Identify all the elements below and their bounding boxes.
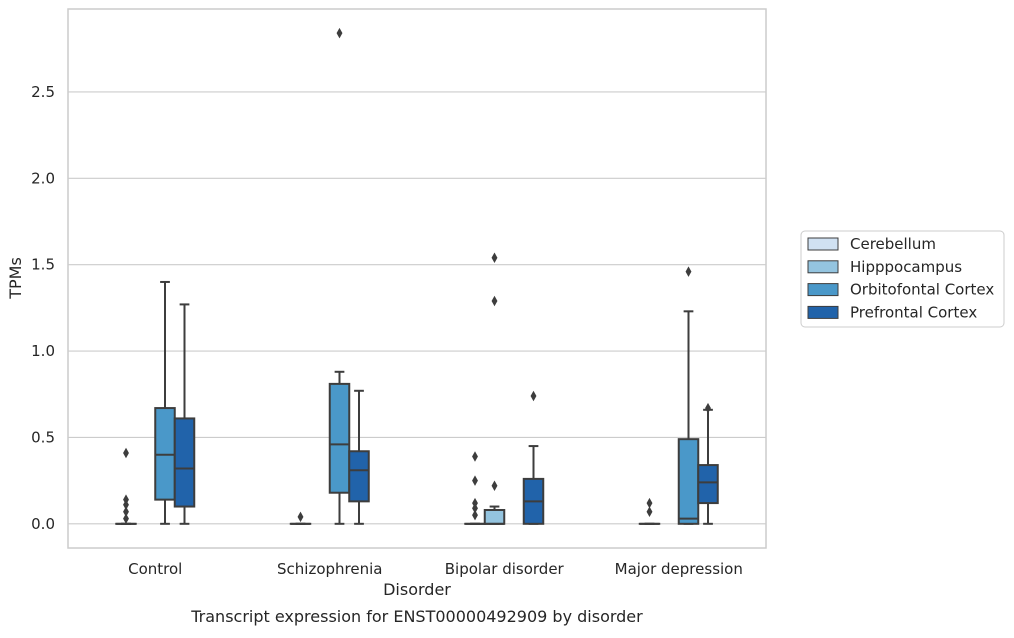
outlier-point (492, 253, 498, 264)
box-rect (349, 451, 369, 501)
box (698, 403, 718, 524)
series-orbitofontal-cortex (155, 28, 698, 524)
legend-label: Prefrontal Cortex (850, 303, 977, 321)
box-series (116, 28, 718, 524)
legend-label: Hipppocampus (850, 258, 962, 276)
series-prefrontal-cortex (175, 304, 718, 523)
box-rect (175, 418, 195, 506)
series-hipppocampus (485, 253, 505, 524)
box (524, 391, 544, 524)
y-tick-label: 2.0 (31, 169, 55, 187)
x-tick-label: Major depression (615, 560, 743, 578)
y-tick-label: 1.0 (31, 342, 55, 360)
y-tick-label: 0.5 (31, 428, 55, 446)
box (349, 391, 369, 524)
x-tick-label: Bipolar disorder (445, 560, 565, 578)
legend-label: Orbitofontal Cortex (850, 281, 994, 299)
legend-label: Cerebellum (850, 235, 936, 253)
legend-swatch (808, 306, 838, 318)
box-rect (698, 465, 718, 503)
y-axis-label: TPMs (6, 257, 25, 300)
x-axis-label: Disorder (383, 580, 451, 599)
outlier-point (472, 451, 478, 462)
outlier-point (492, 481, 498, 492)
legend: Cerebellum Hipppocampus Orbitofontal Corte… (801, 231, 1004, 327)
box (291, 512, 311, 524)
x-tick-label: Control (128, 560, 182, 578)
outlier-point (531, 391, 537, 402)
box-rect (330, 384, 350, 493)
outlier-point (492, 296, 498, 307)
outlier-point (705, 403, 711, 414)
legend-swatch (808, 238, 838, 250)
outlier-point (472, 475, 478, 486)
y-tick-label: 0.0 (31, 515, 55, 533)
series-cerebellum (116, 448, 659, 524)
outlier-point (123, 448, 129, 459)
box-rect (485, 510, 505, 524)
outlier-point (647, 498, 653, 509)
x-tick-label: Schizophrenia (277, 560, 382, 578)
outlier-point (298, 512, 304, 523)
outlier-point (686, 266, 692, 277)
y-tick-label: 2.5 (31, 83, 55, 101)
chart-caption: Transcript expression for ENST0000049290… (190, 607, 643, 626)
box (330, 28, 350, 524)
x-axis-ticks: Control Schizophrenia Bipolar disorder Majo… (128, 560, 743, 578)
box (465, 451, 485, 524)
legend-swatch (808, 261, 838, 273)
box (116, 448, 136, 524)
box (155, 282, 175, 524)
box (175, 304, 195, 523)
y-tick-label: 1.5 (31, 256, 55, 274)
outlier-point (337, 28, 343, 39)
y-axis-ticks: 0.0 0.5 1.0 1.5 2.0 2.5 (31, 83, 55, 533)
box-rect (679, 439, 699, 524)
box (640, 498, 660, 524)
legend-swatch (808, 284, 838, 296)
box (679, 266, 699, 523)
box (485, 253, 505, 524)
